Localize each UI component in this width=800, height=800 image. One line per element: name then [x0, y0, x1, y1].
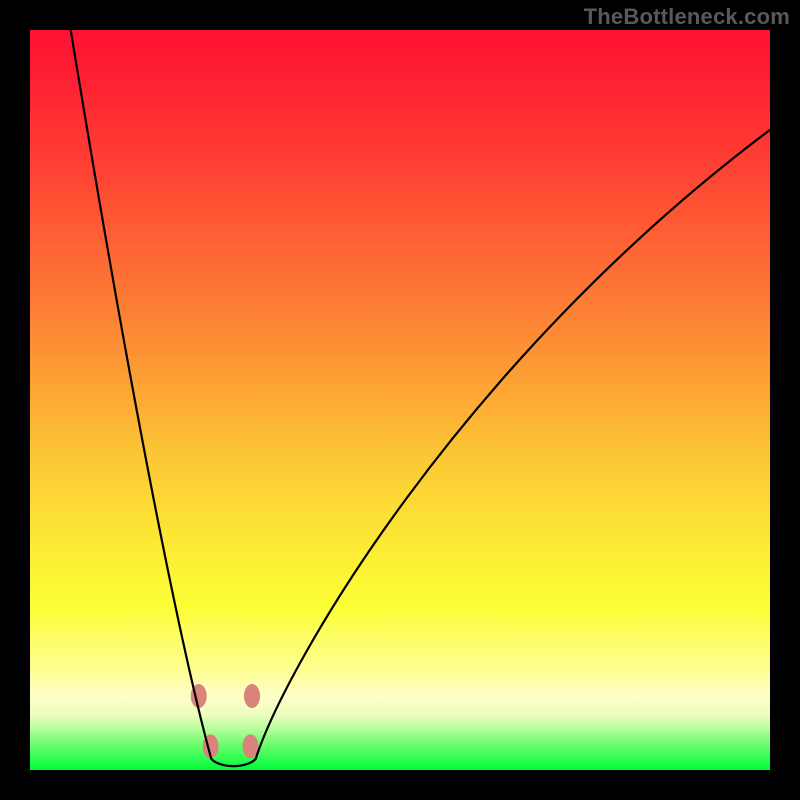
valley-marker [244, 684, 260, 708]
plot-area [30, 30, 770, 770]
gradient-background [30, 30, 770, 770]
bottleneck-curve-chart [30, 30, 770, 770]
watermark-text: TheBottleneck.com [584, 4, 790, 30]
chart-frame: TheBottleneck.com [0, 0, 800, 800]
